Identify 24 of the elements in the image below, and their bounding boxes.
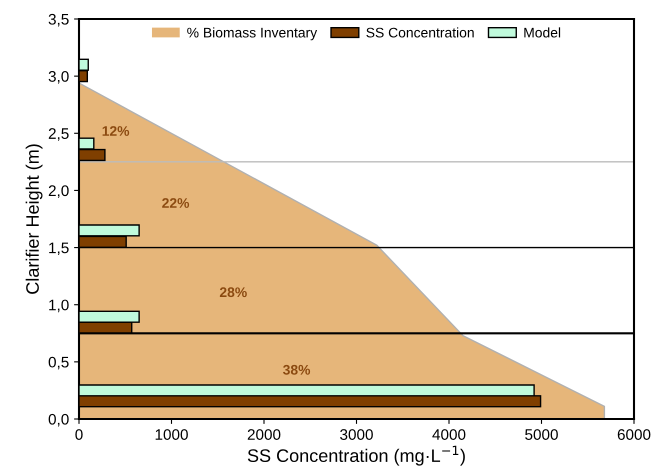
annotation: 12%: [102, 126, 130, 136]
annotation: 38%: [282, 364, 310, 375]
x-tick-label: 6000: [618, 429, 650, 440]
y-tick-label: 2,0: [48, 185, 69, 198]
x-tick-label: 4000: [432, 429, 466, 440]
legend-label: SS Concentration: [366, 27, 474, 38]
x-tick-label: 2000: [248, 429, 280, 440]
x-tick-label: 5000: [525, 429, 558, 440]
x-tick-label: 3000: [340, 429, 373, 440]
y-tick-label: 2,5: [48, 128, 69, 141]
x-tick-label: 0: [75, 429, 83, 440]
y-tick-label: 0,0: [48, 414, 69, 426]
annotation: 22%: [162, 198, 190, 208]
y-tick-label: 3,0: [48, 71, 69, 84]
x-axis-title: SS Concentration (mg·L$^{−1}$): [248, 446, 465, 466]
y-tick-label: 1,0: [49, 300, 69, 312]
y-axis-title: Clarifier Height (m): [26, 144, 42, 294]
x-tick-label: 1000: [156, 429, 188, 440]
annotation: 28%: [220, 287, 247, 298]
y-tick-label: 1,5: [49, 242, 69, 256]
legend-label: Model: [524, 27, 560, 38]
y-tick-label: 3,5: [48, 14, 69, 26]
y-tick-label: 0,5: [48, 356, 69, 370]
legend-label: % Biomass Inventary: [187, 27, 318, 40]
